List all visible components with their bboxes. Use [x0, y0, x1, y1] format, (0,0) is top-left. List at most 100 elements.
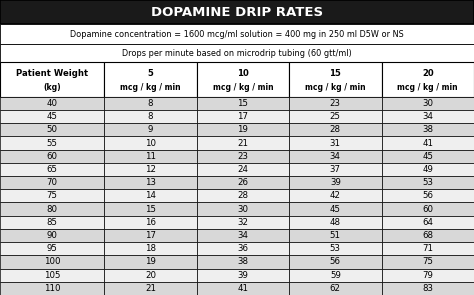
Bar: [382, 176, 474, 189]
Text: 83: 83: [422, 284, 433, 293]
Bar: [197, 202, 289, 216]
Bar: [197, 242, 289, 255]
Bar: [197, 123, 289, 136]
Bar: [0, 202, 104, 216]
Bar: [197, 62, 289, 97]
Text: 41: 41: [237, 284, 248, 293]
Text: 50: 50: [46, 125, 58, 134]
Bar: [197, 97, 289, 110]
Bar: [0, 150, 104, 163]
Text: mcg / kg / min: mcg / kg / min: [398, 83, 458, 91]
Bar: [104, 110, 197, 123]
Text: 9: 9: [148, 125, 153, 134]
Text: 49: 49: [422, 165, 433, 174]
Text: 30: 30: [237, 205, 248, 214]
Text: 21: 21: [237, 139, 248, 148]
Text: 31: 31: [330, 139, 341, 148]
Text: 34: 34: [422, 112, 433, 121]
Bar: [0, 268, 104, 282]
Text: 26: 26: [237, 178, 248, 187]
Bar: [104, 216, 197, 229]
Bar: [289, 62, 382, 97]
Text: 70: 70: [46, 178, 58, 187]
Text: 64: 64: [422, 218, 433, 227]
Bar: [197, 189, 289, 202]
Text: 15: 15: [329, 69, 341, 78]
Text: 95: 95: [47, 244, 57, 253]
Bar: [289, 97, 382, 110]
Bar: [104, 282, 197, 295]
Text: 19: 19: [145, 258, 156, 266]
Text: mcg / kg / min: mcg / kg / min: [305, 83, 365, 91]
Text: 40: 40: [46, 99, 58, 108]
Bar: [289, 163, 382, 176]
Bar: [0, 282, 104, 295]
Text: 79: 79: [422, 271, 433, 280]
Bar: [289, 150, 382, 163]
Bar: [0, 216, 104, 229]
Text: 18: 18: [145, 244, 156, 253]
Text: Dopamine concentration = 1600 mcg/ml solution = 400 mg in 250 ml D5W or NS: Dopamine concentration = 1600 mcg/ml sol…: [70, 30, 404, 39]
Text: 85: 85: [46, 218, 58, 227]
Bar: [289, 268, 382, 282]
Bar: [197, 176, 289, 189]
Bar: [0, 44, 474, 62]
Text: 60: 60: [422, 205, 433, 214]
Bar: [197, 255, 289, 268]
Bar: [289, 216, 382, 229]
Text: 11: 11: [145, 152, 156, 161]
Text: (kg): (kg): [43, 83, 61, 91]
Bar: [197, 163, 289, 176]
Bar: [289, 136, 382, 150]
Text: 20: 20: [145, 271, 156, 280]
Text: 32: 32: [237, 218, 248, 227]
Bar: [0, 97, 104, 110]
Bar: [104, 163, 197, 176]
Bar: [382, 189, 474, 202]
Bar: [104, 189, 197, 202]
Bar: [289, 282, 382, 295]
Text: 68: 68: [422, 231, 433, 240]
Bar: [382, 202, 474, 216]
Text: 20: 20: [422, 69, 434, 78]
Text: 30: 30: [422, 99, 433, 108]
Bar: [382, 163, 474, 176]
Text: 75: 75: [422, 258, 433, 266]
Bar: [197, 282, 289, 295]
Text: 21: 21: [145, 284, 156, 293]
Text: mcg / kg / min: mcg / kg / min: [120, 83, 181, 91]
Bar: [197, 268, 289, 282]
Bar: [289, 123, 382, 136]
Text: 5: 5: [147, 69, 154, 78]
Text: 56: 56: [422, 191, 433, 200]
Text: 65: 65: [46, 165, 58, 174]
Bar: [0, 136, 104, 150]
Bar: [0, 24, 474, 44]
Text: 38: 38: [422, 125, 433, 134]
Text: 56: 56: [330, 258, 341, 266]
Text: 41: 41: [422, 139, 433, 148]
Text: 45: 45: [422, 152, 433, 161]
Bar: [382, 123, 474, 136]
Bar: [289, 176, 382, 189]
Text: 36: 36: [237, 244, 248, 253]
Text: 10: 10: [145, 139, 156, 148]
Bar: [289, 255, 382, 268]
Text: 34: 34: [330, 152, 341, 161]
Text: 15: 15: [145, 205, 156, 214]
Text: 25: 25: [330, 112, 341, 121]
Text: Patient Weight: Patient Weight: [16, 69, 88, 78]
Text: 12: 12: [145, 165, 156, 174]
Text: 75: 75: [46, 191, 58, 200]
Text: 23: 23: [237, 152, 248, 161]
Text: 53: 53: [422, 178, 433, 187]
Bar: [0, 229, 104, 242]
Text: 17: 17: [237, 112, 248, 121]
Bar: [104, 202, 197, 216]
Text: 60: 60: [46, 152, 58, 161]
Bar: [0, 110, 104, 123]
Text: 8: 8: [148, 99, 153, 108]
Bar: [0, 62, 104, 97]
Bar: [104, 229, 197, 242]
Bar: [0, 255, 104, 268]
